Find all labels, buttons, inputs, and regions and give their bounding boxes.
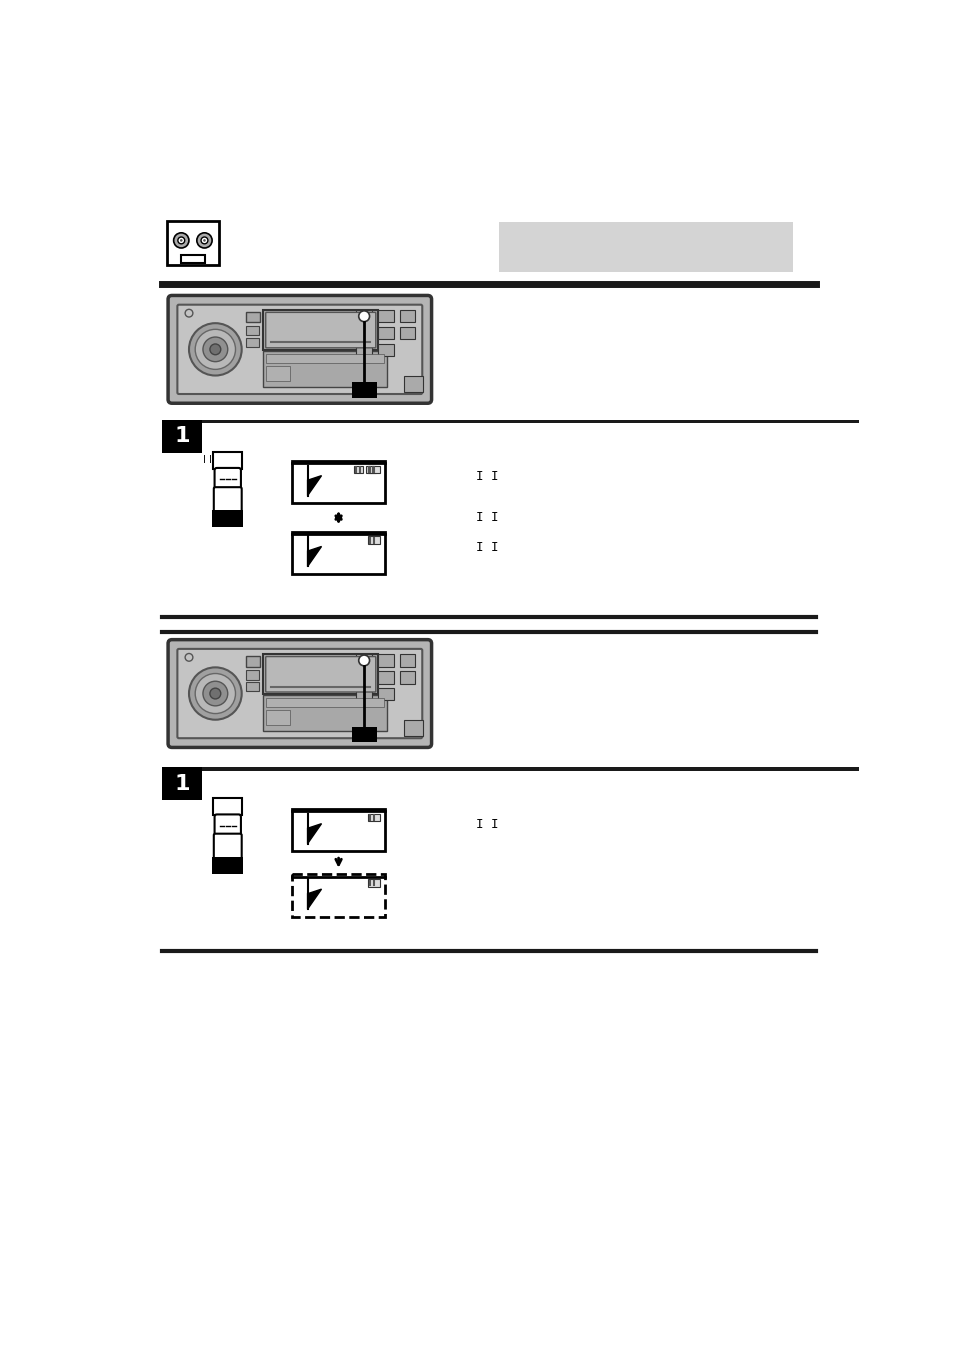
Bar [266,698,384,707]
Bar [377,654,394,667]
Circle shape [201,237,208,243]
FancyBboxPatch shape [214,468,241,493]
Text: I I: I I [476,511,497,523]
Bar [292,808,385,852]
Polygon shape [307,823,321,844]
Bar [368,879,380,887]
Bar [167,220,219,265]
Polygon shape [307,546,321,566]
Bar [246,311,260,322]
Bar [356,327,372,339]
Circle shape [195,330,235,369]
Bar [212,510,243,527]
Text: I I: I I [476,470,497,483]
Bar [377,688,394,700]
Bar [356,671,372,684]
Bar [404,376,422,392]
Circle shape [358,311,369,322]
Circle shape [185,653,193,661]
Circle shape [203,337,228,362]
Bar [213,452,242,469]
FancyBboxPatch shape [168,639,431,748]
Bar [162,420,202,453]
Bar [162,420,858,423]
Circle shape [189,323,241,376]
Bar [368,465,380,473]
Bar [162,768,858,771]
FancyBboxPatch shape [177,304,422,393]
Bar [377,327,394,339]
Bar [213,798,242,815]
Bar [266,366,290,381]
FancyBboxPatch shape [266,312,375,347]
FancyBboxPatch shape [168,296,431,403]
Circle shape [358,654,369,665]
Bar [266,711,290,725]
Circle shape [203,239,206,242]
Bar [266,354,384,364]
Bar [377,343,394,357]
Bar [356,343,372,357]
Bar [399,310,415,322]
Text: I I: I I [476,818,497,831]
Bar [212,857,243,873]
Bar [356,310,372,322]
Bar [246,338,258,347]
Bar [399,327,415,339]
FancyBboxPatch shape [266,657,375,692]
Bar [292,531,385,575]
Text: 1: 1 [174,773,190,794]
FancyBboxPatch shape [214,814,241,841]
Bar [366,465,375,473]
Bar [498,222,793,272]
Bar [352,383,376,397]
Bar [377,310,394,322]
Circle shape [189,668,241,719]
Circle shape [210,343,220,354]
Bar [162,768,202,800]
Bar [263,695,387,731]
Bar [263,654,377,695]
Bar [246,326,258,335]
Bar [292,461,385,503]
Bar [246,656,260,667]
Bar [263,352,387,387]
Bar [354,465,363,473]
Circle shape [173,233,189,247]
Text: I I: I I [476,541,497,554]
Text: 1: 1 [174,426,190,446]
Bar [368,814,380,822]
Circle shape [203,681,228,706]
Circle shape [177,237,185,243]
Text: I I: I I [203,456,212,465]
Bar [356,654,372,667]
Polygon shape [307,890,321,909]
Bar [399,671,415,684]
FancyBboxPatch shape [213,487,241,514]
Bar [352,726,376,742]
Circle shape [185,310,193,316]
Bar [399,654,415,667]
Bar [246,681,258,691]
Circle shape [195,673,235,714]
Circle shape [210,688,220,699]
Circle shape [196,233,212,247]
Polygon shape [307,476,321,496]
Bar [377,671,394,684]
Bar [404,721,422,735]
Circle shape [180,239,182,242]
Bar [356,688,372,700]
Bar [292,875,385,917]
Bar [263,310,377,350]
FancyBboxPatch shape [213,834,241,860]
Bar [246,671,258,680]
FancyBboxPatch shape [177,649,422,738]
Bar [181,256,205,264]
Bar [368,537,380,544]
